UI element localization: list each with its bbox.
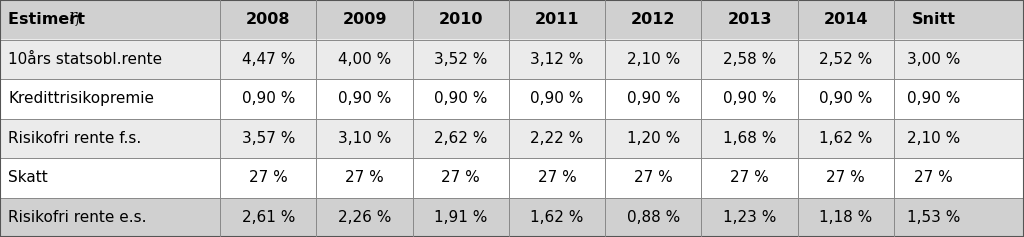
Text: 2,22 %: 2,22 % (530, 131, 584, 146)
Text: 2014: 2014 (823, 12, 868, 27)
Bar (0, 40, 1024, 79)
Text: 27 %: 27 % (249, 170, 288, 185)
Text: Risikofri rente e.s.: Risikofri rente e.s. (8, 210, 146, 225)
Text: 3,12 %: 3,12 % (530, 52, 584, 67)
Text: 1,20 %: 1,20 % (627, 131, 680, 146)
Text: 10års statsobl.rente: 10års statsobl.rente (8, 52, 163, 67)
Bar (0, 79, 1024, 118)
Text: 0,90 %: 0,90 % (530, 91, 584, 106)
Text: 2008: 2008 (246, 12, 291, 27)
Text: 2009: 2009 (342, 12, 387, 27)
Text: 3,10 %: 3,10 % (338, 131, 391, 146)
Text: 27 %: 27 % (441, 170, 480, 185)
Bar (0, 0, 1024, 40)
Text: 4,00 %: 4,00 % (338, 52, 391, 67)
Text: 2012: 2012 (631, 12, 676, 27)
Text: 2013: 2013 (727, 12, 772, 27)
Text: 0,90 %: 0,90 % (723, 91, 776, 106)
Text: 0,88 %: 0,88 % (627, 210, 680, 225)
Text: 2011: 2011 (535, 12, 580, 27)
Text: 1,91 %: 1,91 % (434, 210, 487, 225)
Text: 3,00 %: 3,00 % (906, 52, 961, 67)
Text: 0,90 %: 0,90 % (906, 91, 961, 106)
Text: 2,52 %: 2,52 % (819, 52, 872, 67)
Text: 27 %: 27 % (914, 170, 952, 185)
Bar (0, 197, 1024, 237)
Text: $r_f$: $r_f$ (68, 10, 84, 29)
Text: Kredittrisikopremie: Kredittrisikopremie (8, 91, 155, 106)
Text: 1,53 %: 1,53 % (906, 210, 961, 225)
Text: Snitt: Snitt (911, 12, 955, 27)
Text: Risikofri rente f.s.: Risikofri rente f.s. (8, 131, 141, 146)
Text: 0,90 %: 0,90 % (434, 91, 487, 106)
Text: 3,57 %: 3,57 % (242, 131, 295, 146)
Text: 27 %: 27 % (730, 170, 769, 185)
Text: 2,62 %: 2,62 % (434, 131, 487, 146)
Text: 0,90 %: 0,90 % (627, 91, 680, 106)
Text: 27 %: 27 % (826, 170, 865, 185)
Text: Skatt: Skatt (8, 170, 48, 185)
Text: 27 %: 27 % (345, 170, 384, 185)
Text: 1,68 %: 1,68 % (723, 131, 776, 146)
Text: 2,10 %: 2,10 % (906, 131, 961, 146)
Text: 2010: 2010 (438, 12, 483, 27)
Text: Estimert: Estimert (8, 12, 91, 27)
Text: 3,52 %: 3,52 % (434, 52, 487, 67)
Text: 2,26 %: 2,26 % (338, 210, 391, 225)
Text: 0,90 %: 0,90 % (242, 91, 295, 106)
Text: 1,62 %: 1,62 % (819, 131, 872, 146)
Text: 0,90 %: 0,90 % (338, 91, 391, 106)
Text: 2,10 %: 2,10 % (627, 52, 680, 67)
Text: 0,90 %: 0,90 % (819, 91, 872, 106)
Bar (0, 158, 1024, 197)
Text: 1,62 %: 1,62 % (530, 210, 584, 225)
Text: 4,47 %: 4,47 % (242, 52, 295, 67)
Text: 2,61 %: 2,61 % (242, 210, 295, 225)
Bar (0, 118, 1024, 158)
Text: 2,58 %: 2,58 % (723, 52, 776, 67)
Text: 27 %: 27 % (634, 170, 673, 185)
Text: 1,18 %: 1,18 % (819, 210, 872, 225)
Text: 1,23 %: 1,23 % (723, 210, 776, 225)
Text: 27 %: 27 % (538, 170, 577, 185)
